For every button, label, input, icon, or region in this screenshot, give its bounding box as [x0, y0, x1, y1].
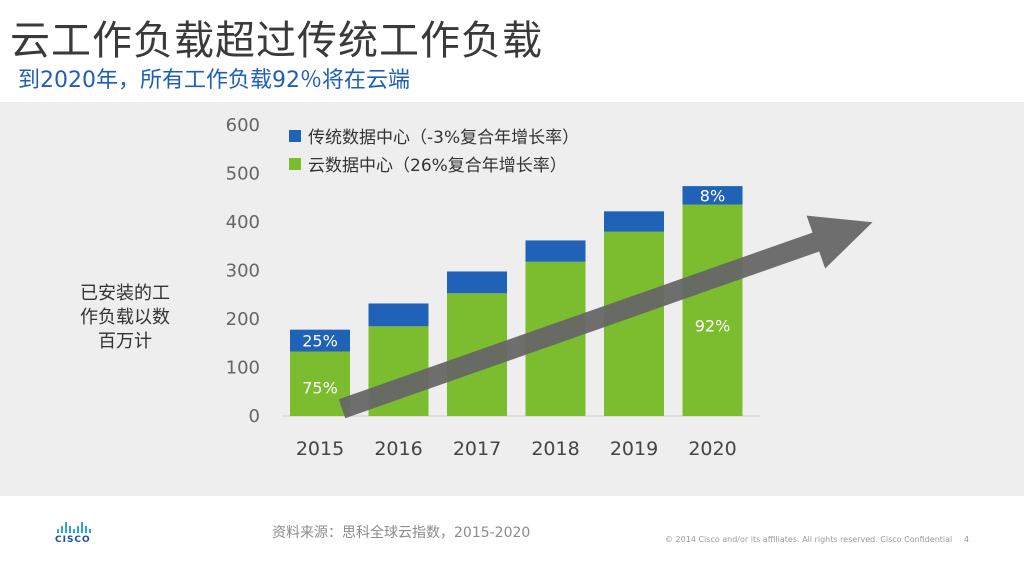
x-tick-label: 2017 — [453, 438, 501, 460]
y-axis-label-line: 作负载以数 — [80, 307, 170, 328]
slide-subtitle: 到2020年，所有工作负载92％将在云端 — [18, 68, 410, 93]
cisco-bars-icon — [57, 522, 105, 533]
x-tick-label: 2016 — [374, 438, 422, 460]
bar-annotation: 8% — [700, 186, 725, 205]
bar-annotation: 25% — [302, 332, 338, 351]
bar-traditional-2019 — [604, 211, 664, 232]
y-tick-label: 500 — [226, 164, 260, 185]
y-tick-label: 600 — [226, 115, 260, 136]
source-note: 资料来源：思科全球云指数，2015-2020 — [272, 525, 531, 541]
legend-label: 云数据中心（26%复合年增长率） — [308, 156, 567, 176]
x-tick-label: 2020 — [688, 438, 736, 460]
copyright: © 2014 Cisco and/or its affiliates. All … — [665, 535, 953, 544]
y-axis-label-line: 百万计 — [98, 331, 152, 352]
bar-cloud-2015 — [290, 351, 350, 416]
cisco-logo-text: CISCO — [55, 535, 91, 545]
cisco-logo: CISCO — [55, 522, 105, 546]
bar-cloud-2020 — [682, 204, 743, 416]
y-axis-label-line: 已安装的工 — [80, 283, 170, 304]
y-tick-label: 300 — [226, 261, 260, 282]
y-tick-label: 200 — [226, 309, 260, 330]
trend-arrow — [338, 215, 873, 419]
trend-arrow-shape — [338, 215, 873, 419]
bar-traditional-2017 — [447, 271, 507, 294]
x-tick-label: 2019 — [610, 438, 658, 460]
x-axis-ticks: 2015 2016 2017 2018 2019 2020 — [296, 438, 737, 460]
bar-traditional-2018 — [525, 240, 586, 262]
bar-traditional-2016 — [368, 303, 429, 327]
y-axis-label: 已安装的工 作负载以数 百万计 — [40, 282, 210, 354]
bar-annotation: 75% — [302, 378, 338, 397]
bar-traditional-2015 — [290, 329, 350, 352]
legend-label: 传统数据中心（-3%复合年增长率） — [308, 128, 579, 148]
bars — [290, 186, 743, 416]
y-axis-ticks: 0 100 200 300 400 500 600 — [226, 115, 760, 427]
legend: 传统数据中心（-3%复合年增长率） 云数据中心（26%复合年增长率） — [289, 128, 579, 176]
y-tick-label: 100 — [226, 358, 260, 379]
bar-annotation: 92% — [695, 316, 731, 335]
bar-traditional-2020 — [682, 186, 743, 205]
x-tick-label: 2015 — [296, 438, 344, 460]
bar-labels: 25% 75% 8% 92% — [302, 186, 730, 397]
y-tick-label: 0 — [249, 406, 260, 427]
bar-cloud-2019 — [604, 231, 664, 416]
page-number: 4 — [964, 535, 970, 544]
legend-swatch — [289, 158, 301, 170]
x-tick-label: 2018 — [531, 438, 579, 460]
legend-swatch — [289, 130, 301, 142]
chart-panel — [0, 102, 1024, 496]
slide-title: 云工作负载超过传统工作负载 — [10, 18, 543, 64]
y-tick-label: 400 — [226, 212, 260, 233]
